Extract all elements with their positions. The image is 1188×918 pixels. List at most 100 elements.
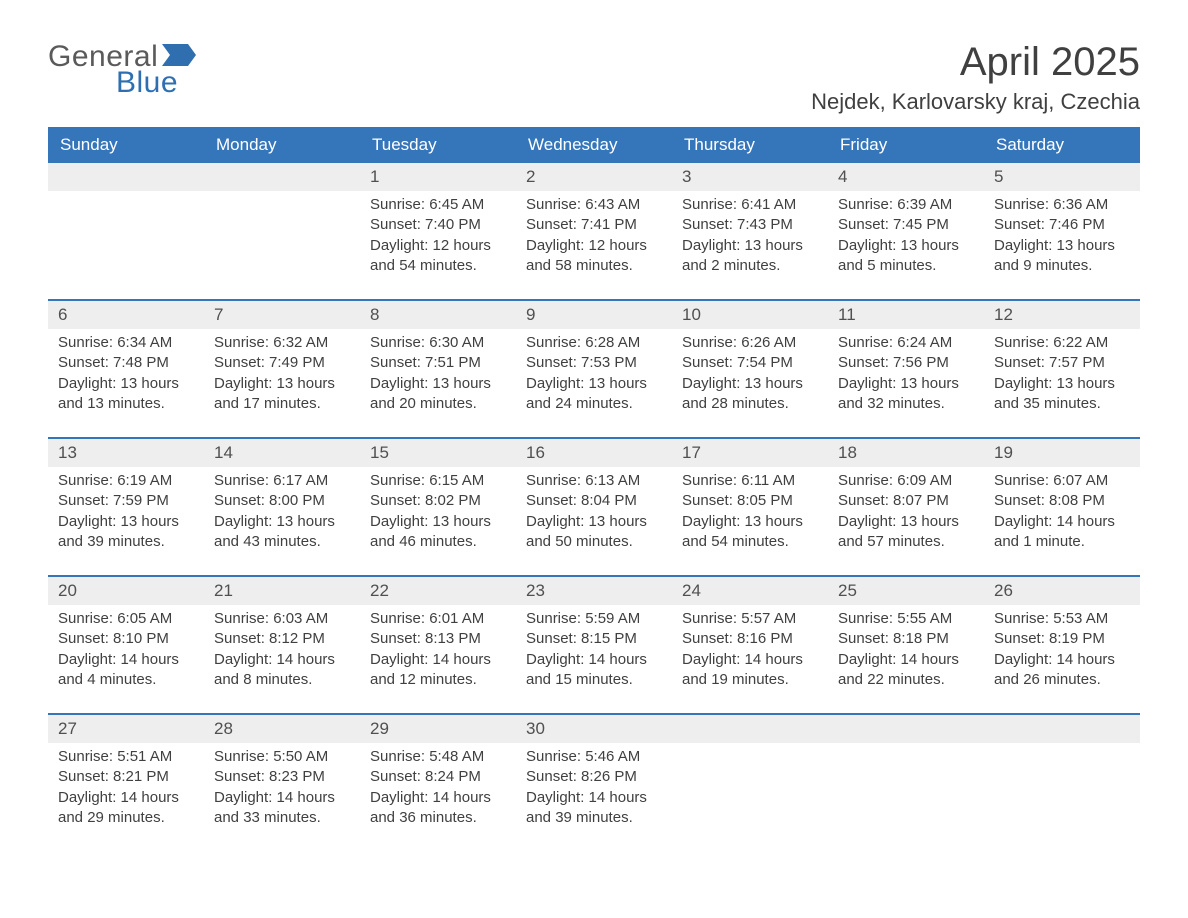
sunset-text: Sunset: 8:16 PM (682, 629, 818, 649)
day-cell: Sunrise: 6:07 AMSunset: 8:08 PMDaylight:… (984, 467, 1140, 563)
sunset-text: Sunset: 8:15 PM (526, 629, 662, 649)
sunset-text: Sunset: 8:07 PM (838, 491, 974, 511)
sunrise-text: Sunrise: 6:22 AM (994, 333, 1130, 353)
day-cell: Sunrise: 5:50 AMSunset: 8:23 PMDaylight:… (204, 743, 360, 839)
day-number: 27 (48, 715, 204, 743)
sunrise-text: Sunrise: 5:53 AM (994, 609, 1130, 629)
sunset-text: Sunset: 8:24 PM (370, 767, 506, 787)
day-cell: Sunrise: 5:53 AMSunset: 8:19 PMDaylight:… (984, 605, 1140, 701)
daylight-text: Daylight: 13 hours and 35 minutes. (994, 374, 1130, 415)
day-number: 23 (516, 577, 672, 605)
daylight-text: Daylight: 13 hours and 50 minutes. (526, 512, 662, 553)
calendar-header-row: Sunday Monday Tuesday Wednesday Thursday… (48, 127, 1140, 163)
sunrise-text: Sunrise: 5:51 AM (58, 747, 194, 767)
daylight-text: Daylight: 13 hours and 28 minutes. (682, 374, 818, 415)
day-header: Thursday (672, 127, 828, 163)
sunrise-text: Sunrise: 6:34 AM (58, 333, 194, 353)
sunset-text: Sunset: 8:05 PM (682, 491, 818, 511)
daynum-row: 20 21 22 23 24 25 26 (48, 575, 1140, 605)
sunset-text: Sunset: 8:23 PM (214, 767, 350, 787)
sunrise-text: Sunrise: 6:15 AM (370, 471, 506, 491)
sunset-text: Sunset: 8:08 PM (994, 491, 1130, 511)
daynum-row: 6 7 8 9 10 11 12 (48, 299, 1140, 329)
sunrise-text: Sunrise: 6:07 AM (994, 471, 1130, 491)
sunset-text: Sunset: 8:04 PM (526, 491, 662, 511)
sunset-text: Sunset: 8:12 PM (214, 629, 350, 649)
daylight-text: Daylight: 13 hours and 9 minutes. (994, 236, 1130, 277)
sunset-text: Sunset: 8:18 PM (838, 629, 974, 649)
day-number: 25 (828, 577, 984, 605)
day-number (48, 163, 204, 191)
day-cell: Sunrise: 6:36 AMSunset: 7:46 PMDaylight:… (984, 191, 1140, 287)
sunrise-text: Sunrise: 6:17 AM (214, 471, 350, 491)
day-cell (672, 743, 828, 839)
day-cell: Sunrise: 6:17 AMSunset: 8:00 PMDaylight:… (204, 467, 360, 563)
sunrise-text: Sunrise: 6:39 AM (838, 195, 974, 215)
daylight-text: Daylight: 13 hours and 32 minutes. (838, 374, 974, 415)
daynum-row: 13 14 15 16 17 18 19 (48, 437, 1140, 467)
day-number (828, 715, 984, 743)
day-cell: Sunrise: 5:57 AMSunset: 8:16 PMDaylight:… (672, 605, 828, 701)
day-cell: Sunrise: 6:01 AMSunset: 8:13 PMDaylight:… (360, 605, 516, 701)
day-cell: Sunrise: 5:59 AMSunset: 8:15 PMDaylight:… (516, 605, 672, 701)
day-cell: Sunrise: 5:51 AMSunset: 8:21 PMDaylight:… (48, 743, 204, 839)
day-number: 21 (204, 577, 360, 605)
day-cell (48, 191, 204, 287)
day-cell: Sunrise: 6:45 AMSunset: 7:40 PMDaylight:… (360, 191, 516, 287)
day-header: Sunday (48, 127, 204, 163)
day-number: 7 (204, 301, 360, 329)
day-cell: Sunrise: 6:09 AMSunset: 8:07 PMDaylight:… (828, 467, 984, 563)
day-header: Saturday (984, 127, 1140, 163)
daylight-text: Daylight: 14 hours and 19 minutes. (682, 650, 818, 691)
location-text: Nejdek, Karlovarsky kraj, Czechia (811, 89, 1140, 115)
week-body-row: Sunrise: 6:05 AMSunset: 8:10 PMDaylight:… (48, 605, 1140, 701)
day-header: Wednesday (516, 127, 672, 163)
day-number: 1 (360, 163, 516, 191)
day-number: 17 (672, 439, 828, 467)
day-cell: Sunrise: 6:34 AMSunset: 7:48 PMDaylight:… (48, 329, 204, 425)
sunset-text: Sunset: 8:26 PM (526, 767, 662, 787)
day-cell: Sunrise: 6:32 AMSunset: 7:49 PMDaylight:… (204, 329, 360, 425)
daylight-text: Daylight: 14 hours and 22 minutes. (838, 650, 974, 691)
daylight-text: Daylight: 13 hours and 5 minutes. (838, 236, 974, 277)
day-number: 2 (516, 163, 672, 191)
sunrise-text: Sunrise: 6:13 AM (526, 471, 662, 491)
sunrise-text: Sunrise: 6:28 AM (526, 333, 662, 353)
sunrise-text: Sunrise: 6:11 AM (682, 471, 818, 491)
daylight-text: Daylight: 14 hours and 29 minutes. (58, 788, 194, 829)
daylight-text: Daylight: 14 hours and 1 minute. (994, 512, 1130, 553)
day-cell: Sunrise: 6:03 AMSunset: 8:12 PMDaylight:… (204, 605, 360, 701)
sunrise-text: Sunrise: 6:19 AM (58, 471, 194, 491)
week-body-row: Sunrise: 6:45 AMSunset: 7:40 PMDaylight:… (48, 191, 1140, 287)
daylight-text: Daylight: 14 hours and 36 minutes. (370, 788, 506, 829)
sunrise-text: Sunrise: 6:24 AM (838, 333, 974, 353)
day-cell: Sunrise: 6:11 AMSunset: 8:05 PMDaylight:… (672, 467, 828, 563)
day-cell: Sunrise: 5:48 AMSunset: 8:24 PMDaylight:… (360, 743, 516, 839)
week-body-row: Sunrise: 6:34 AMSunset: 7:48 PM Daylight:… (48, 329, 1140, 425)
sunset-text: Sunset: 7:57 PM (994, 353, 1130, 373)
daylight-text: Daylight: 14 hours and 26 minutes. (994, 650, 1130, 691)
daylight-text: Daylight: 14 hours and 8 minutes. (214, 650, 350, 691)
sunset-text: Sunset: 7:48 PM (58, 353, 194, 373)
daylight-text: Daylight: 13 hours and 24 minutes. (526, 374, 662, 415)
daynum-row: 27 28 29 30 (48, 713, 1140, 743)
daylight-text: Daylight: 12 hours and 54 minutes. (370, 236, 506, 277)
day-number: 5 (984, 163, 1140, 191)
sunrise-text: Sunrise: 5:46 AM (526, 747, 662, 767)
day-number: 9 (516, 301, 672, 329)
sunrise-text: Sunrise: 6:41 AM (682, 195, 818, 215)
week-body-row: Sunrise: 6:19 AMSunset: 7:59 PM Daylight:… (48, 467, 1140, 563)
sunset-text: Sunset: 7:49 PM (214, 353, 350, 373)
day-number: 20 (48, 577, 204, 605)
day-number: 18 (828, 439, 984, 467)
day-header: Tuesday (360, 127, 516, 163)
day-cell: Sunrise: 6:28 AMSunset: 7:53 PMDaylight:… (516, 329, 672, 425)
sunrise-text: Sunrise: 6:03 AM (214, 609, 350, 629)
sunset-text: Sunset: 8:10 PM (58, 629, 194, 649)
sunset-text: Sunset: 7:45 PM (838, 215, 974, 235)
brand-word2: Blue (116, 66, 178, 100)
day-number (672, 715, 828, 743)
daylight-text: Daylight: 14 hours and 4 minutes. (58, 650, 194, 691)
sunset-text: Sunset: 7:59 PM (58, 491, 194, 511)
daylight-text: Daylight: 13 hours and 20 minutes. (370, 374, 506, 415)
